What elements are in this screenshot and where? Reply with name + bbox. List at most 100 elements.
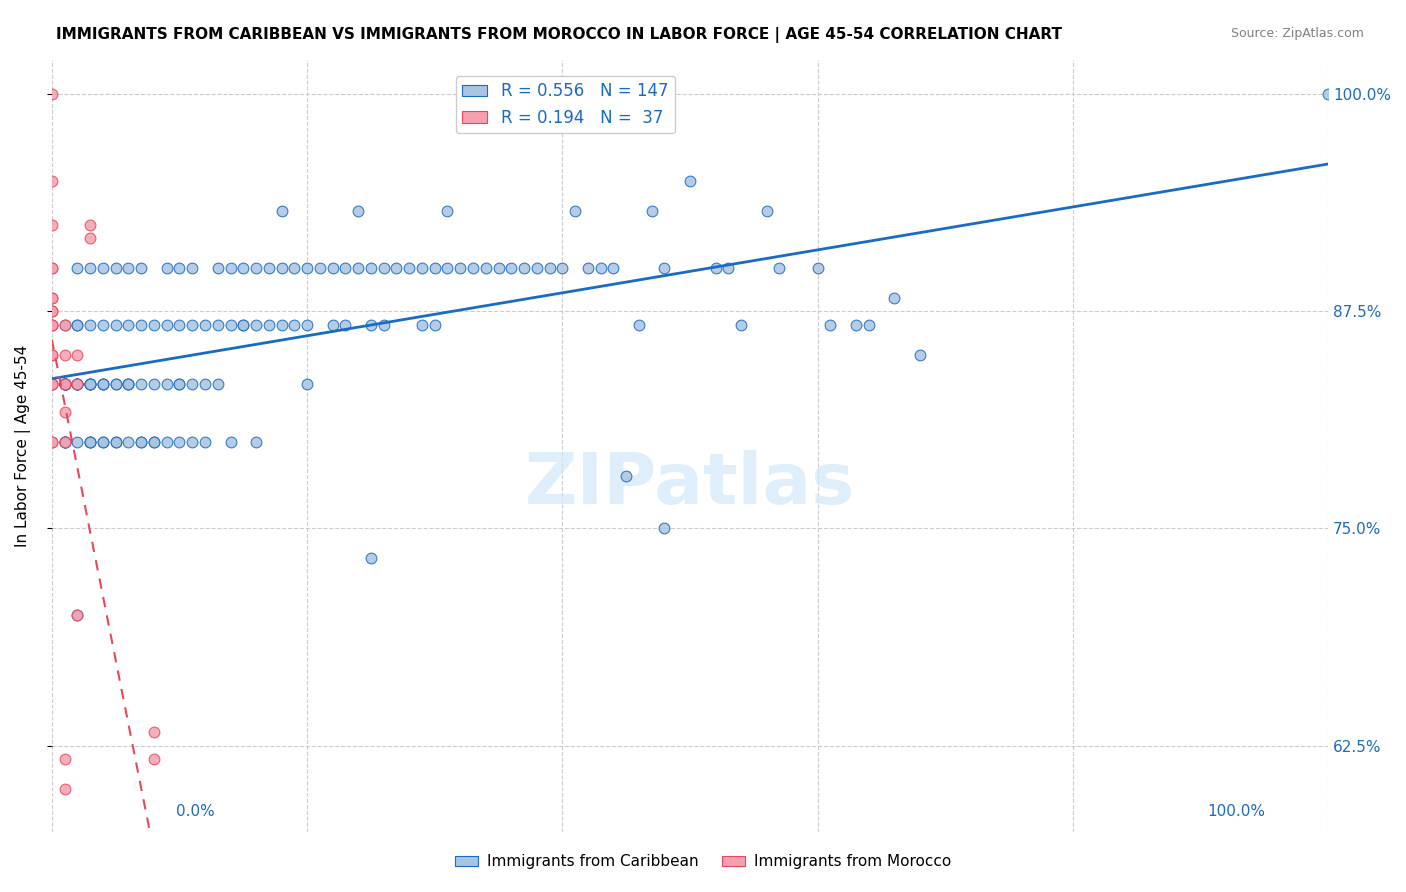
Point (589, 260, 612, 275)
Point (295, 318, 318, 333)
Point (91, 377, 114, 392)
Point (564, 203, 586, 218)
Point (91, 377, 114, 392)
Point (181, 318, 204, 333)
Point (66, 377, 89, 392)
Point (181, 260, 204, 275)
Point (79, 377, 101, 392)
Point (602, 260, 624, 275)
Point (66, 318, 89, 333)
Point (373, 318, 395, 333)
Point (513, 260, 536, 275)
Point (245, 260, 267, 275)
Point (41, 87, 63, 102)
Point (219, 318, 242, 333)
Point (322, 260, 344, 275)
Point (53, 782, 76, 797)
Point (142, 318, 165, 333)
Point (104, 260, 127, 275)
Point (436, 260, 458, 275)
Point (461, 260, 484, 275)
Point (79, 434, 101, 449)
Point (335, 318, 357, 333)
Point (245, 434, 267, 449)
Point (219, 260, 242, 275)
Point (194, 377, 217, 392)
Point (91, 377, 114, 392)
Point (129, 318, 152, 333)
Point (360, 318, 382, 333)
Point (41, 318, 63, 333)
Point (1317, 87, 1340, 102)
Point (66, 608, 89, 623)
Point (207, 318, 229, 333)
Point (335, 260, 357, 275)
Point (142, 377, 165, 392)
Point (117, 260, 139, 275)
Point (91, 260, 114, 275)
Point (79, 377, 101, 392)
Point (117, 377, 139, 392)
Point (53, 434, 76, 449)
Point (66, 318, 89, 333)
Point (641, 203, 664, 218)
Point (283, 260, 305, 275)
Point (53, 377, 76, 392)
Point (169, 318, 191, 333)
Text: 0.0%: 0.0% (176, 805, 215, 819)
Point (53, 377, 76, 392)
Point (717, 260, 740, 275)
Point (41, 260, 63, 275)
Point (883, 291, 905, 305)
Point (385, 260, 408, 275)
Point (538, 260, 561, 275)
Point (117, 434, 139, 449)
Point (41, 318, 63, 333)
Point (436, 203, 458, 218)
Point (232, 318, 254, 333)
Point (66, 377, 89, 392)
Text: IMMIGRANTS FROM CARIBBEAN VS IMMIGRANTS FROM MOROCCO IN LABOR FORCE | AGE 45-54 : IMMIGRANTS FROM CARIBBEAN VS IMMIGRANTS … (56, 27, 1063, 43)
Point (129, 434, 152, 449)
Point (654, 521, 676, 535)
Point (91, 434, 114, 449)
Point (207, 260, 229, 275)
Point (79, 231, 101, 245)
Point (322, 318, 344, 333)
Point (654, 260, 676, 275)
Point (79, 260, 101, 275)
Point (117, 377, 139, 392)
Point (283, 318, 305, 333)
Point (117, 377, 139, 392)
Point (41, 318, 63, 333)
Point (194, 434, 217, 449)
Y-axis label: In Labor Force | Age 45-54: In Labor Force | Age 45-54 (15, 345, 31, 547)
Point (156, 260, 179, 275)
Point (845, 318, 868, 333)
Point (91, 318, 114, 333)
Point (41, 348, 63, 362)
Point (270, 260, 292, 275)
Point (53, 377, 76, 392)
Point (53, 318, 76, 333)
Point (730, 318, 752, 333)
Point (142, 752, 165, 766)
Point (820, 318, 842, 333)
Point (53, 377, 76, 392)
Point (232, 260, 254, 275)
Point (66, 608, 89, 623)
Point (53, 377, 76, 392)
Point (53, 377, 76, 392)
Point (501, 260, 523, 275)
Point (53, 434, 76, 449)
Point (270, 318, 292, 333)
Point (66, 377, 89, 392)
Point (53, 434, 76, 449)
Point (79, 218, 101, 232)
Point (66, 377, 89, 392)
Point (79, 377, 101, 392)
Point (66, 348, 89, 362)
Text: ZIPatlas: ZIPatlas (524, 450, 855, 519)
Point (156, 377, 179, 392)
Point (117, 318, 139, 333)
